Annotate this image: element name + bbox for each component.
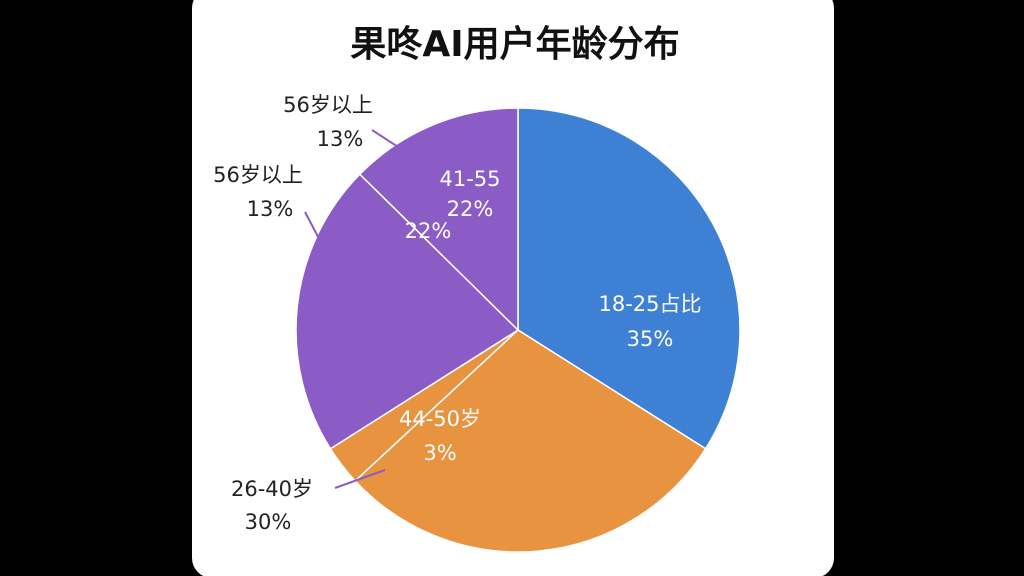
value-label: 13% [247, 197, 294, 221]
slice-label: 26-40岁 [231, 477, 313, 501]
value-label: 22% [447, 197, 494, 221]
pie-slice [358, 107, 519, 332]
slice-label: 56岁以上 [213, 163, 303, 187]
chart-title: 果咚AI用户年龄分布 [350, 24, 679, 65]
pie [295, 107, 741, 553]
leader-line [304, 211, 326, 251]
value-label: 30% [245, 510, 292, 534]
pie-slice [354, 329, 707, 553]
slice-label: 18-25占比 [598, 292, 701, 316]
pie-slice [517, 107, 741, 450]
leader-line [334, 469, 386, 489]
value-label: 3% [423, 441, 456, 465]
slice-label: 56岁以上 [283, 93, 373, 117]
pie-slice [295, 173, 520, 450]
slice-label: 41-55 [439, 167, 500, 191]
leader-line [371, 129, 416, 159]
value-label: 22% [405, 219, 452, 243]
value-label: 13% [317, 127, 364, 151]
slice-label: 44-50岁 [399, 407, 481, 431]
value-label: 35% [627, 327, 674, 351]
